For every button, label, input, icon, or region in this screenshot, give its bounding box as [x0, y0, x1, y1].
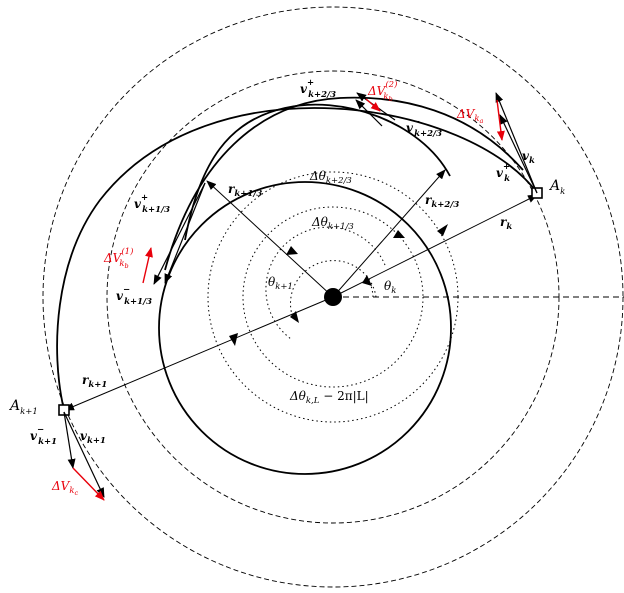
radius-r-k — [332, 194, 538, 298]
label-v-k1-minus: v− k+1 — [30, 425, 57, 447]
label-dtheta-k23: Δθk+2/3 — [309, 169, 352, 186]
label-dV-kb1: ΔV(1) kb — [103, 246, 133, 270]
label-A-k: Ak — [548, 178, 565, 197]
vector-v-k13-plus — [153, 182, 206, 285]
label-v-k13-plus: v+ k+1/3 — [134, 193, 170, 215]
label-v-k-plus: v+ k — [496, 162, 510, 184]
transfer-arc-inner — [184, 103, 451, 241]
transfer-arc-outer — [56, 107, 539, 411]
label-dV-ka: ΔVka — [456, 107, 484, 125]
label-dV-kb2: ΔV(2) kb — [367, 79, 397, 103]
vector-dV-kc — [72, 467, 105, 501]
label-dV-kc: ΔVkc — [51, 479, 79, 497]
label-theta-k: θk — [384, 279, 396, 296]
central-body — [324, 288, 342, 306]
vector-v-k1-minus — [63, 411, 76, 469]
vector-v-k — [495, 92, 538, 194]
label-v-k13-minus: v− k+1/3 — [116, 285, 152, 307]
dtheta-k13-arrowhead — [393, 230, 405, 238]
label-v-k23-minus: v− k+2/3 — [406, 117, 442, 139]
vector-v-k23-plus — [355, 99, 383, 127]
label-r-k1: rk+1 — [82, 373, 107, 390]
radius-r-k1 — [64, 296, 334, 411]
label-v-k23-plus: v+ k+2/3 — [300, 78, 336, 100]
dtheta-k13-arc — [265, 226, 386, 340]
radius-r-k23 — [332, 169, 446, 298]
label-r-k23: rk+2/3 — [425, 193, 459, 210]
radius-r-k13 — [206, 180, 334, 298]
label-dtheta-k13: Δθk+1/3 — [311, 215, 354, 232]
label-v-k1: vk+1 — [80, 429, 106, 446]
vector-v-k13-minus — [164, 182, 206, 284]
label-v-k: vk — [522, 149, 535, 166]
inner-orbit — [158, 181, 452, 475]
vector-dV-ka — [496, 99, 505, 141]
label-r-k13: rk+1/3 — [228, 182, 262, 199]
dtheta-k13-arrowhead-2 — [286, 246, 298, 255]
vector-v-k1 — [63, 411, 105, 498]
vector-v-k-plus — [499, 114, 538, 194]
label-dtheta-kL: Δθk,L − 2π|L| — [289, 389, 369, 406]
label-r-k: rk — [500, 215, 512, 232]
vector-dV-kb2 — [365, 98, 381, 112]
dtheta-kL-arc — [242, 206, 424, 388]
dtheta-k23-arrowhead-2 — [229, 333, 238, 346]
theta-k1-arc — [290, 260, 377, 319]
theta-k1-arrowhead — [290, 311, 299, 323]
vector-dV-kb1 — [142, 247, 153, 284]
label-theta-k1: θk+1 — [268, 275, 293, 292]
dtheta-k23-arc — [207, 171, 459, 423]
label-A-k1: Ak+1 — [8, 398, 38, 417]
dtheta-k23-arrowhead — [437, 224, 448, 236]
